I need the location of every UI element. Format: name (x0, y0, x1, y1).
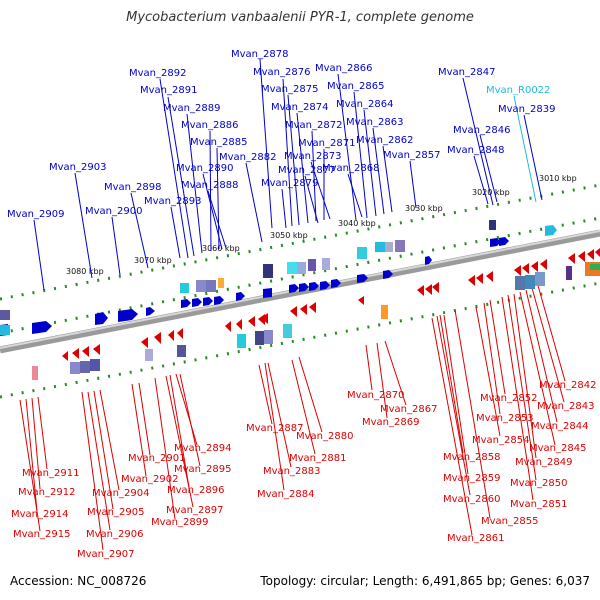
gene-label: Mvan_2876 (253, 67, 310, 78)
gene-label: Mvan_2862 (356, 135, 413, 146)
ruler-label: 3060 kbp (202, 244, 240, 253)
gene-label: Mvan_2855 (481, 516, 538, 527)
gene-label: Mvan_2874 (271, 102, 328, 113)
rna-gene-label: Mvan_R0022 (486, 85, 550, 96)
ruler-label: 3020 kbp (472, 188, 510, 197)
gene-label: Mvan_2882 (219, 152, 276, 163)
gene-label: Mvan_2873 (284, 151, 341, 162)
gene-label: Mvan_2901 (128, 453, 185, 464)
lower-ruler-track (0, 281, 600, 399)
gene-label: Mvan_2884 (257, 489, 314, 500)
forward-block-features (0, 220, 496, 320)
gene-label: Mvan_2893 (144, 196, 201, 207)
reverse-block-features (0, 262, 600, 380)
gene-label: Mvan_2851 (510, 499, 567, 510)
gene-label: Mvan_2861 (447, 533, 504, 544)
gene-label: Mvan_2844 (531, 421, 588, 432)
gene-label: Mvan_2915 (13, 529, 70, 540)
gene-label: Mvan_2906 (86, 529, 143, 540)
gene-label: Mvan_2853 (476, 413, 533, 424)
gene-label: Mvan_2866 (315, 63, 372, 74)
gene-label: Mvan_2868 (322, 163, 379, 174)
gene-label: Mvan_2870 (347, 390, 404, 401)
gene-label: Mvan_2883 (263, 466, 320, 477)
gene-label: Mvan_2888 (181, 180, 238, 191)
gene-label: Mvan_2875 (261, 84, 318, 95)
gene-label: Mvan_2902 (121, 474, 178, 485)
genome-summary-text: Topology: circular; Length: 6,491,865 bp… (260, 574, 590, 588)
rna-leader-line (513, 95, 537, 203)
reverse-leader-lines (19, 281, 566, 551)
gene-label: Mvan_2865 (327, 81, 384, 92)
ruler-label: 3050 kbp (270, 231, 308, 240)
gene-label: Mvan_2857 (383, 150, 440, 161)
gene-label: Mvan_2886 (181, 120, 238, 131)
gene-label: Mvan_2858 (443, 452, 500, 463)
gene-label: Mvan_2869 (362, 417, 419, 428)
gene-label: Mvan_2864 (336, 99, 393, 110)
gene-label: Mvan_2849 (515, 457, 572, 468)
gene-label: Mvan_2889 (163, 103, 220, 114)
gene-label: Mvan_2900 (85, 206, 142, 217)
gene-label: Mvan_2911 (22, 468, 79, 479)
gene-label: Mvan_2860 (443, 494, 500, 505)
map-title: Mycobacterium vanbaalenii PYR-1, complet… (126, 10, 474, 25)
gene-label: Mvan_2891 (140, 85, 197, 96)
reverse-gene-labels: Mvan_2842 Mvan_2870 Mvan_2852 Mvan_2843 … (11, 380, 596, 560)
ruler-label: 3070 kbp (134, 256, 172, 265)
gene-label: Mvan_2912 (18, 487, 75, 498)
gene-label: Mvan_2905 (87, 507, 144, 518)
accession-text: Accession: NC_008726 (10, 574, 147, 588)
gene-label: Mvan_2845 (529, 443, 586, 454)
gene-label: Mvan_2890 (176, 163, 233, 174)
gene-label: Mvan_2842 (539, 380, 596, 391)
gene-label: Mvan_2846 (453, 125, 510, 136)
gene-label: Mvan_2871 (298, 138, 355, 149)
gene-label: Mvan_2898 (104, 182, 161, 193)
forward-leader-lines (33, 58, 543, 291)
gene-label: Mvan_2881 (289, 453, 346, 464)
ruler-label: 3010 kbp (539, 174, 577, 183)
gene-label: Mvan_2850 (510, 478, 567, 489)
gene-label: Mvan_2847 (438, 67, 495, 78)
gene-label: Mvan_2899 (151, 517, 208, 528)
gene-label: Mvan_2878 (231, 49, 288, 60)
gene-label: Mvan_2914 (11, 509, 68, 520)
gene-label: Mvan_2867 (380, 404, 437, 415)
gene-label: Mvan_2879 (261, 178, 318, 189)
ruler-label: 3040 kbp (338, 219, 376, 228)
gene-label: Mvan_2885 (190, 137, 247, 148)
ruler-label: 3080 kbp (66, 267, 104, 276)
gene-label: Mvan_2852 (480, 393, 537, 404)
gene-label: Mvan_2907 (77, 549, 134, 560)
gene-label: Mvan_2863 (346, 117, 403, 128)
gene-label: Mvan_2892 (129, 68, 186, 79)
gene-label: Mvan_2839 (498, 104, 555, 115)
gene-label: Mvan_2909 (7, 209, 64, 220)
gene-label: Mvan_2859 (443, 473, 500, 484)
gene-label: Mvan_2854 (472, 435, 529, 446)
gene-label: Mvan_2895 (174, 464, 231, 475)
forward-gene-labels: Mvan_2878 Mvan_2892 Mvan_2876 Mvan_2866 … (7, 49, 555, 220)
gene-label: Mvan_2848 (447, 145, 504, 156)
gene-label: Mvan_2877 (278, 165, 335, 176)
gene-label: Mvan_2843 (537, 401, 594, 412)
ruler-label: 3030 kbp (405, 204, 443, 213)
gene-label: Mvan_2904 (92, 488, 149, 499)
gene-label: Mvan_2903 (49, 162, 106, 173)
gene-label: Mvan_2887 (246, 423, 303, 434)
gene-label: Mvan_2896 (167, 485, 224, 496)
gene-label: Mvan_2897 (166, 505, 223, 516)
gene-label: Mvan_2872 (285, 120, 342, 131)
upper-ruler-track (0, 183, 600, 301)
reverse-gene-glyphs (62, 248, 600, 361)
gene-label: Mvan_2880 (296, 431, 353, 442)
gene-label: Mvan_2894 (174, 443, 231, 454)
